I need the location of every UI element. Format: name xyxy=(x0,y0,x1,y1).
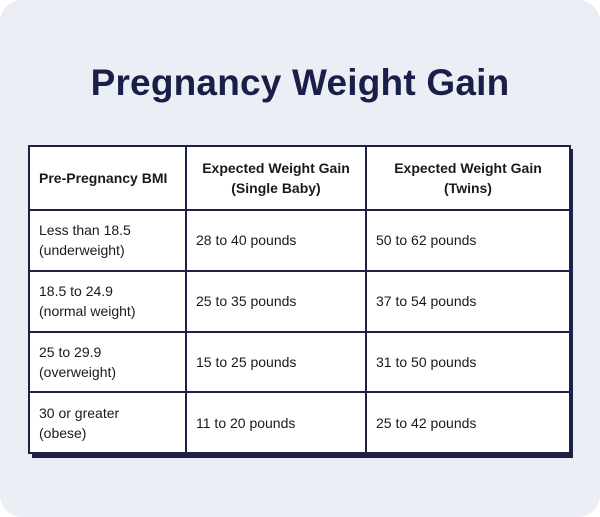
cell-bmi: Less than 18.5 (underweight) xyxy=(28,209,187,272)
table-row: 18.5 to 24.9 (normal weight) 25 to 35 po… xyxy=(28,269,571,333)
header-single-line2: (Single Baby) xyxy=(231,180,321,196)
table-header-row: Pre-Pregnancy BMI Expected Weight Gain (… xyxy=(28,145,571,211)
table-row: Less than 18.5 (underweight) 28 to 40 po… xyxy=(28,209,571,272)
cell-bmi: 25 to 29.9 (overweight) xyxy=(28,330,187,394)
bmi-category: (obese) xyxy=(39,424,87,441)
weight-gain-table: Pre-Pregnancy BMI Expected Weight Gain (… xyxy=(28,145,571,454)
header-single-line1: Expected Weight Gain xyxy=(202,160,350,176)
bmi-range: 30 or greater xyxy=(39,404,120,421)
table-row: 30 or greater (obese) 11 to 20 pounds 25… xyxy=(28,391,571,454)
header-single-baby: Expected Weight Gain (Single Baby) xyxy=(185,145,367,211)
header-bmi-label: Pre-Pregnancy BMI xyxy=(39,170,168,186)
page-title: Pregnancy Weight Gain xyxy=(90,62,510,103)
cell-twins: 37 to 54 pounds xyxy=(365,269,571,333)
bmi-category: (overweight) xyxy=(39,363,117,380)
cell-twins: 50 to 62 pounds xyxy=(365,209,571,272)
bmi-category: (underweight) xyxy=(39,242,125,259)
cell-single-baby: 25 to 35 pounds xyxy=(185,269,367,333)
header-twins-line2: (Twins) xyxy=(444,180,492,196)
header-twins-line1: Expected Weight Gain xyxy=(394,160,542,176)
bmi-range: 25 to 29.9 xyxy=(39,343,102,360)
header-bmi: Pre-Pregnancy BMI xyxy=(28,145,187,211)
weight-gain-table-container: Pre-Pregnancy BMI Expected Weight Gain (… xyxy=(28,145,573,458)
cell-single-baby: 15 to 25 pounds xyxy=(185,330,367,394)
header-twins: Expected Weight Gain (Twins) xyxy=(365,145,571,211)
bmi-category: (normal weight) xyxy=(39,303,136,320)
cell-bmi: 30 or greater (obese) xyxy=(28,391,187,454)
cell-single-baby: 11 to 20 pounds xyxy=(185,391,367,454)
cell-twins: 25 to 42 pounds xyxy=(365,391,571,454)
table-row: 25 to 29.9 (overweight) 15 to 25 pounds … xyxy=(28,330,571,394)
bmi-range: Less than 18.5 xyxy=(39,222,131,239)
bmi-range: 18.5 to 24.9 xyxy=(39,283,113,300)
cell-twins: 31 to 50 pounds xyxy=(365,330,571,394)
cell-bmi: 18.5 to 24.9 (normal weight) xyxy=(28,269,187,333)
cell-single-baby: 28 to 40 pounds xyxy=(185,209,367,272)
